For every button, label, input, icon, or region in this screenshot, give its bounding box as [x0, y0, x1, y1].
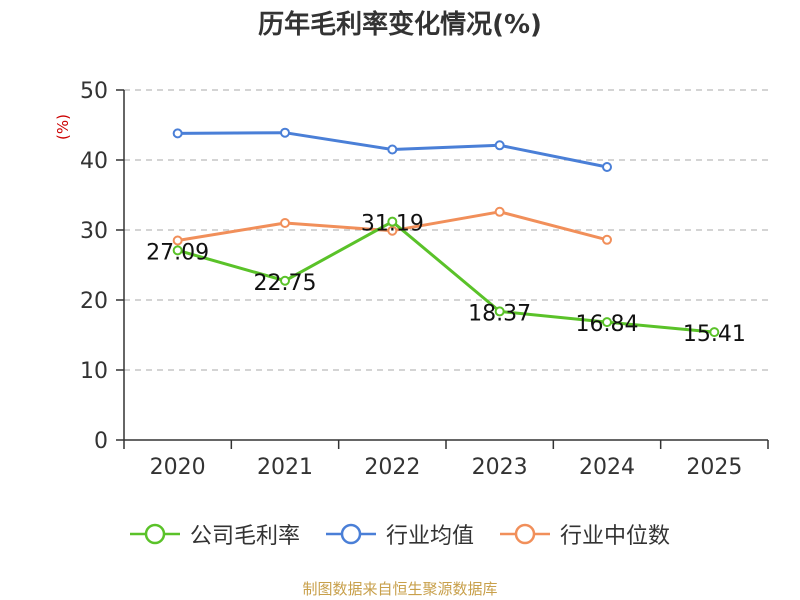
y-tick-label: 20 — [80, 289, 108, 314]
data-labels: 27.09 22.75 31.19 18.37 16.84 15.41 — [146, 212, 746, 347]
data-point — [280, 275, 290, 286]
data-label: 18.37 — [468, 301, 531, 326]
legend-swatch — [500, 523, 550, 545]
data-label: 22.75 — [254, 271, 317, 296]
y-tick-label: 10 — [80, 359, 108, 384]
y-tick-label: 30 — [80, 219, 108, 244]
grid-lines — [124, 89, 768, 371]
data-label: 31.19 — [361, 212, 424, 237]
chart-title: 历年毛利率变化情况(%) — [258, 10, 542, 40]
x-tick-label: 2025 — [686, 455, 742, 480]
legend-label: 行业中位数 — [560, 524, 671, 549]
data-point — [387, 144, 398, 155]
data-point — [494, 306, 505, 317]
x-tick-label: 2023 — [472, 455, 528, 480]
data-label: 15.41 — [683, 322, 746, 347]
legend: 公司毛利率 行业均值 行业中位数 — [0, 518, 800, 550]
legend-label: 公司毛利率 — [189, 524, 300, 549]
data-point — [602, 162, 612, 172]
y-tick-label: 50 — [80, 79, 108, 104]
legend-item[interactable]: 公司毛利率 — [129, 518, 300, 550]
data-point — [280, 218, 290, 228]
x-tick-label: 2022 — [364, 455, 420, 480]
data-point — [387, 225, 398, 236]
x-tick-label: 2024 — [579, 455, 635, 480]
y-tick-label: 40 — [80, 149, 108, 174]
legend-swatch — [325, 523, 376, 545]
legend-item[interactable]: 行业均值 — [325, 518, 474, 550]
data-point — [602, 234, 612, 245]
series-line — [177, 220, 715, 334]
axes: 0 10 20 30 40 50 2020 2021 2022 2023 2024 2025 (%) — [54, 79, 769, 480]
data-label: 27.09 — [146, 240, 209, 265]
source-note: 制图数据来自恒生聚源数据库 — [302, 580, 498, 598]
legend-item[interactable]: 行业中位数 — [500, 518, 670, 550]
data-label: 16.84 — [576, 312, 639, 337]
legend-swatch — [129, 523, 180, 545]
data-point — [172, 245, 183, 256]
data-point — [709, 327, 720, 338]
data-point — [494, 140, 505, 151]
x-tick-label: 2021 — [257, 455, 313, 480]
data-point — [387, 216, 398, 227]
data-point — [172, 235, 183, 246]
series-lines — [172, 127, 720, 338]
data-point — [494, 206, 505, 217]
data-point — [172, 128, 183, 139]
data-point — [280, 127, 290, 138]
x-tick-label: 2020 — [150, 455, 206, 480]
data-point — [602, 317, 612, 328]
y-axis-label: (%) — [54, 114, 72, 140]
y-tick-label: 0 — [94, 429, 108, 454]
legend-label: 行业均值 — [385, 524, 474, 549]
